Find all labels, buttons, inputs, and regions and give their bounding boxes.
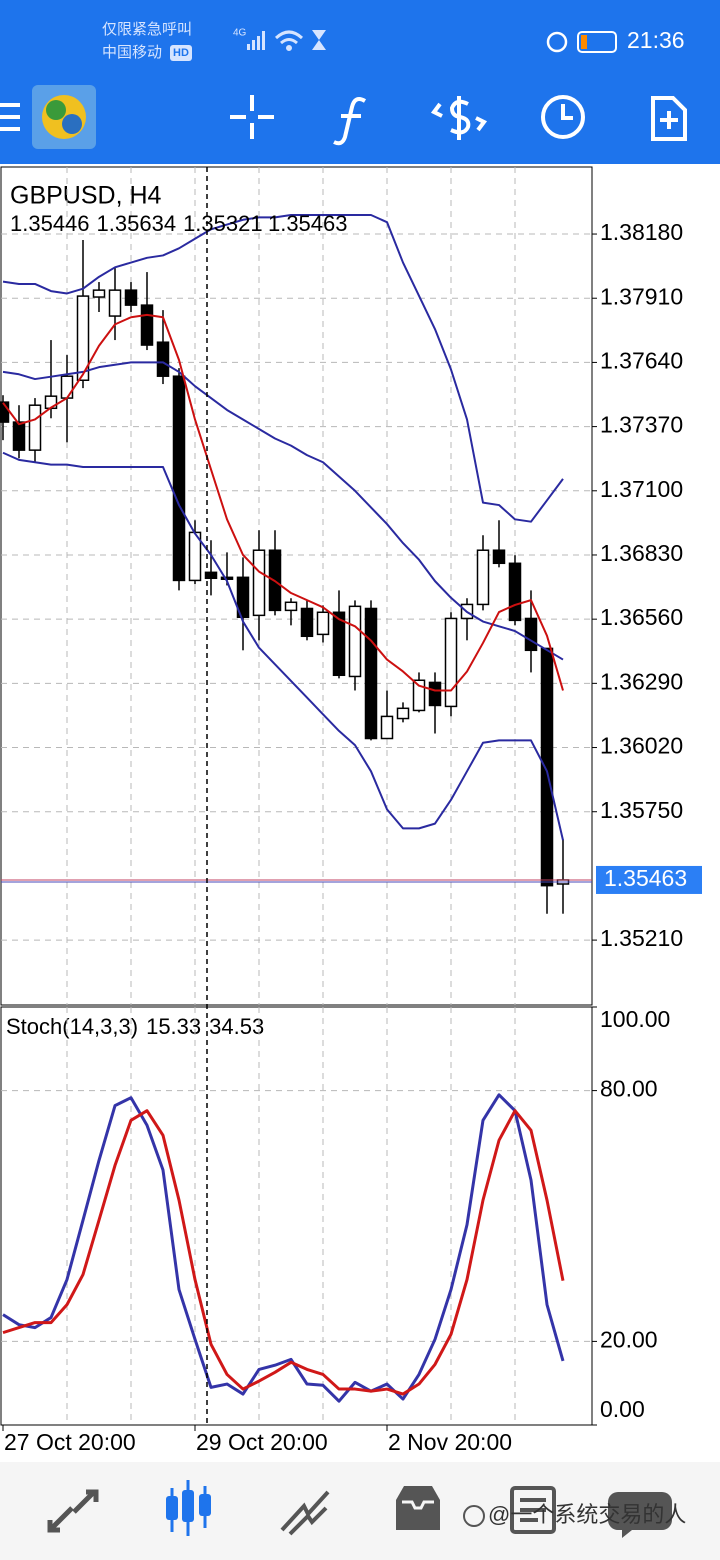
current-price-label: 1.35463 xyxy=(604,865,687,891)
new-order-button[interactable] xyxy=(651,96,687,141)
candle-body xyxy=(396,707,410,720)
chart-tab[interactable] xyxy=(166,1480,211,1536)
stoch-panel xyxy=(0,1006,593,1426)
app-bar xyxy=(0,0,720,164)
y-tick-label: 1.37100 xyxy=(600,476,683,502)
y-tick-label: 1.36560 xyxy=(600,604,683,630)
x-tick-label: 29 Oct 20:00 xyxy=(196,1429,328,1455)
alarm-icon xyxy=(546,31,568,53)
ohlc-low: 1.35321 xyxy=(183,211,262,236)
history-button[interactable] xyxy=(541,95,585,139)
x-tick-label: 27 Oct 20:00 xyxy=(4,1429,136,1455)
candle-body xyxy=(380,715,394,740)
candle-body xyxy=(284,601,298,612)
candle-body xyxy=(220,576,234,580)
candle-body xyxy=(524,617,538,652)
status-network: 4G xyxy=(233,28,247,39)
price-panel xyxy=(0,166,593,1006)
battery-level xyxy=(581,35,587,49)
signal-icon xyxy=(247,31,265,50)
candle-body xyxy=(236,576,250,619)
crosshair-button[interactable] xyxy=(230,95,274,139)
ohlc-open: 1.35446 xyxy=(10,211,90,236)
y-tick-label: 20.00 xyxy=(600,1326,658,1352)
stoch-title: Stoch(14,3,3) 15.33 34.53 xyxy=(6,1014,264,1039)
candle-body xyxy=(140,304,154,346)
indicators-button[interactable] xyxy=(333,97,367,146)
price-badge xyxy=(596,865,702,894)
watermark: @一个系统交易的人 xyxy=(488,1502,686,1527)
y-tick-label: 80.00 xyxy=(600,1076,658,1102)
chart-title: GBPUSD, H4 xyxy=(10,182,162,210)
y-tick-label: 1.37370 xyxy=(600,412,683,438)
ohlc-line: 1.35446 1.35634 1.35321 1.35463 xyxy=(10,211,348,236)
y-tick-label: 1.36020 xyxy=(600,733,683,759)
y-tick-label: 1.37640 xyxy=(600,347,683,373)
chat-tab[interactable] xyxy=(608,1492,672,1538)
candle-body xyxy=(412,679,426,712)
quotes-tab[interactable] xyxy=(47,1489,99,1533)
status-time: 21:36 xyxy=(627,27,685,53)
battery-icon xyxy=(577,31,617,53)
status-notice: 仅限紧急呼叫 xyxy=(102,21,192,38)
stoch-name: Stoch(14,3,3) xyxy=(6,1014,138,1039)
candle-body xyxy=(332,611,346,677)
y-tick-label: 1.38180 xyxy=(600,219,683,245)
x-tick-label: 2 Nov 20:00 xyxy=(388,1429,512,1455)
candle-body xyxy=(60,375,74,399)
candle-body xyxy=(156,341,170,377)
ohlc-high: 1.35634 xyxy=(97,211,177,236)
candle-body xyxy=(300,607,314,638)
candle-body xyxy=(476,549,490,606)
hd-badge xyxy=(170,45,192,61)
candle-body xyxy=(124,289,138,306)
candle-body xyxy=(508,562,522,622)
bottom-nav xyxy=(0,1462,720,1560)
candle-body xyxy=(444,617,458,708)
y-tick-label: 1.36290 xyxy=(600,668,683,694)
news-tab[interactable] xyxy=(510,1486,556,1534)
indicator-line xyxy=(2,361,564,661)
status-carrier: 中国移动 xyxy=(102,44,162,61)
candle-body xyxy=(348,605,362,678)
candle-body xyxy=(492,549,506,565)
y-tick-label: 0.00 xyxy=(600,1396,645,1422)
hourglass-icon xyxy=(312,30,326,50)
watermark-logo xyxy=(463,1505,485,1527)
history-tab[interactable] xyxy=(396,1486,440,1530)
indicator-line xyxy=(2,451,564,841)
candle-body xyxy=(28,404,42,451)
indicator-line xyxy=(2,1093,565,1403)
y-tick-label: 100.00 xyxy=(600,1006,670,1032)
candle-body xyxy=(428,681,442,707)
ohlc-close: 1.35463 xyxy=(268,211,348,236)
stoch-value: 15.33 xyxy=(146,1014,201,1039)
wifi-icon xyxy=(274,30,304,51)
y-tick-label: 1.35750 xyxy=(600,797,683,823)
indicator-line xyxy=(2,313,564,692)
status-hd: HD xyxy=(173,47,189,59)
trade-tab[interactable] xyxy=(280,1490,330,1536)
trade-button[interactable] xyxy=(430,96,488,140)
stoch-value: 34.53 xyxy=(209,1014,264,1039)
candle-body xyxy=(252,549,266,617)
candle-body xyxy=(316,611,330,636)
candle-body xyxy=(172,375,186,582)
candle-body xyxy=(540,647,554,887)
y-tick-label: 1.36830 xyxy=(600,540,683,566)
indicator-line xyxy=(2,1109,565,1396)
y-tick-label: 1.37910 xyxy=(600,283,683,309)
candle-body xyxy=(76,295,90,381)
candle-body xyxy=(92,289,106,298)
app-logo[interactable] xyxy=(32,85,96,149)
candle-body xyxy=(364,607,378,740)
indicator-line xyxy=(2,214,564,523)
candle-body xyxy=(108,289,122,317)
candle-body xyxy=(0,401,10,423)
menu-button[interactable] xyxy=(0,103,20,131)
candle-body xyxy=(12,421,26,451)
y-tick-label: 1.35210 xyxy=(600,925,683,951)
candle-body xyxy=(204,571,218,580)
